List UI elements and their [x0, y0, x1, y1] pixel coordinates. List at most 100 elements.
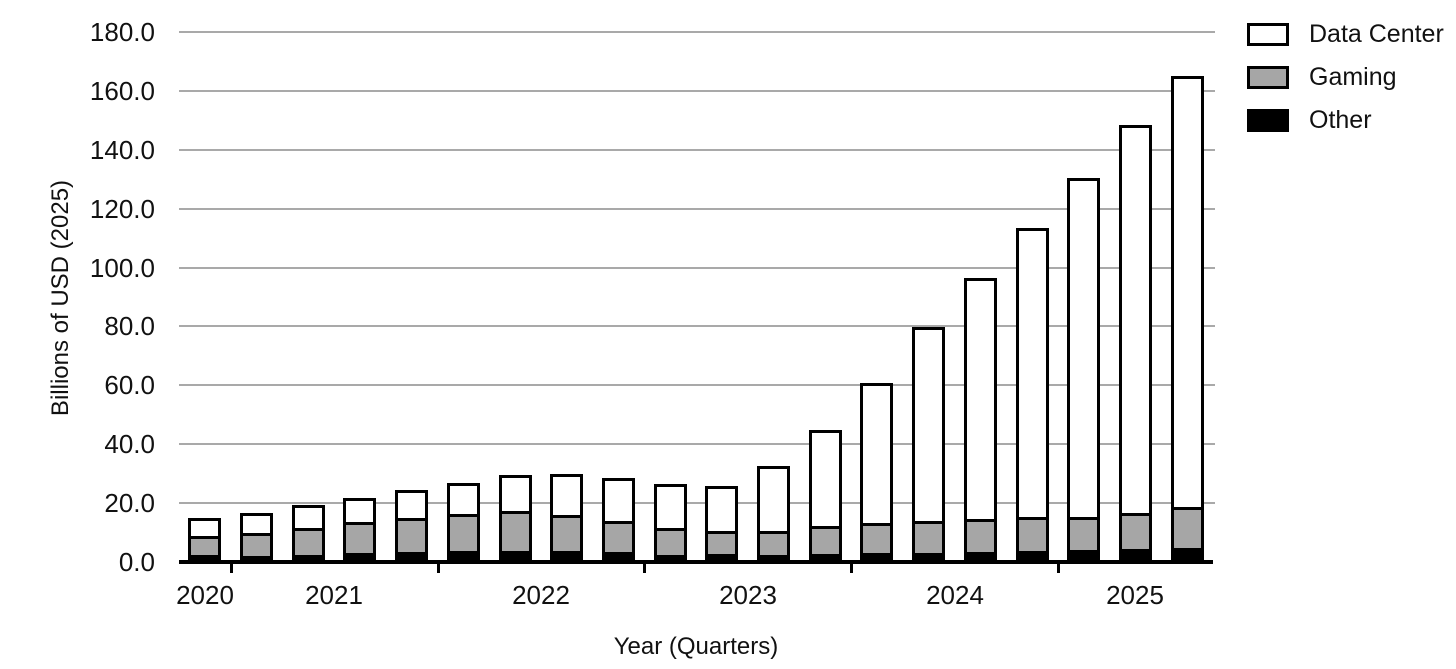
bar-2022-q2	[499, 475, 532, 562]
bar-segment-data-center	[602, 477, 635, 524]
bar-segment-data-center	[912, 327, 945, 524]
legend-label-gaming: Gaming	[1309, 63, 1397, 91]
x-tick-label-2024: 2024	[926, 580, 984, 610]
bar-2024-q4	[1016, 228, 1049, 562]
bar-segment-gaming	[1119, 512, 1152, 553]
bar-segment-other	[550, 551, 583, 562]
x-axis-line	[179, 560, 1213, 564]
year-tick-2025	[1057, 564, 1060, 573]
bar-segment-other	[809, 554, 842, 562]
bar-segment-gaming	[395, 517, 428, 555]
bar-segment-data-center	[240, 512, 273, 536]
x-tick-label-2023: 2023	[719, 580, 777, 610]
y-tick-label-100: 100.0	[89, 253, 155, 283]
bar-segment-gaming	[860, 522, 893, 557]
bar-segment-other	[964, 552, 997, 562]
bar-segment-other	[602, 552, 635, 562]
bar-segment-data-center	[964, 278, 997, 523]
legend-swatch-data-center	[1247, 23, 1289, 46]
bar-segment-other	[188, 555, 221, 562]
year-tick-2021	[230, 564, 233, 573]
bar-segment-other	[757, 554, 790, 562]
legend-label-data-center: Data Center	[1309, 20, 1444, 48]
bar-segment-data-center	[550, 474, 583, 518]
legend-item-data-center: Data Center	[1247, 20, 1444, 49]
y-tick-label-120: 120.0	[89, 194, 155, 224]
bar-2021-q2	[292, 505, 325, 562]
y-tick-label-60: 60.0	[104, 370, 155, 400]
bar-segment-data-center	[1171, 75, 1204, 511]
gridline-120	[179, 208, 1215, 210]
bar-2020-q4	[188, 518, 221, 562]
bar-2022-q4	[602, 477, 635, 562]
bar-segment-gaming	[912, 520, 945, 556]
bar-segment-other	[292, 554, 325, 562]
bar-segment-gaming	[188, 535, 221, 559]
bar-segment-other	[499, 550, 532, 562]
bar-2022-q3	[550, 474, 583, 562]
legend-swatch-other	[1247, 109, 1289, 132]
bar-segment-gaming	[1171, 507, 1204, 551]
bar-2022-q1	[447, 482, 480, 562]
gridline-100	[179, 267, 1215, 269]
bar-2024-q1	[860, 382, 893, 562]
bar-segment-gaming	[1067, 516, 1100, 554]
bar-segment-data-center	[499, 475, 532, 515]
y-tick-label-40: 40.0	[104, 429, 155, 459]
bar-segment-data-center	[1067, 177, 1100, 520]
bar-2023-q3	[757, 465, 790, 562]
bar-2021-q4	[395, 490, 428, 562]
bar-segment-other	[240, 555, 273, 562]
year-tick-2023	[643, 564, 646, 573]
bar-segment-data-center	[1119, 124, 1152, 516]
y-tick-label-160: 160.0	[89, 76, 155, 106]
bar-segment-gaming	[1016, 516, 1049, 555]
bar-segment-other	[447, 550, 480, 562]
bar-segment-other	[705, 554, 738, 562]
bar-segment-gaming	[447, 514, 480, 554]
bar-segment-gaming	[964, 519, 997, 556]
legend-label-other: Other	[1309, 106, 1372, 134]
bar-segment-data-center	[447, 482, 480, 517]
bar-segment-gaming	[654, 527, 687, 558]
gridline-20	[179, 502, 1215, 504]
legend-item-gaming: Gaming	[1247, 63, 1444, 92]
bar-segment-data-center	[292, 505, 325, 531]
y-tick-label-180: 180.0	[89, 17, 155, 47]
bar-segment-gaming	[240, 532, 273, 559]
bar-segment-other	[1016, 551, 1049, 562]
bar-segment-gaming	[550, 514, 583, 555]
y-tick-label-20: 20.0	[104, 488, 155, 518]
bar-2025-q2	[1119, 124, 1152, 562]
bar-segment-other	[860, 553, 893, 562]
bar-segment-data-center	[654, 483, 687, 531]
year-tick-2024	[850, 564, 853, 573]
legend-swatch-gaming	[1247, 66, 1289, 89]
bar-segment-other	[1067, 550, 1100, 562]
y-tick-label-80: 80.0	[104, 311, 155, 341]
bar-2025-q3	[1171, 75, 1204, 562]
legend-item-other: Other	[1247, 106, 1444, 135]
bar-2021-q3	[343, 497, 376, 562]
bar-segment-other	[1119, 549, 1152, 562]
bar-segment-other	[343, 552, 376, 562]
legend: Data Center Gaming Other	[1247, 20, 1444, 149]
bar-segment-gaming	[499, 511, 532, 554]
bar-2023-q2	[705, 485, 738, 562]
gridline-80	[179, 325, 1215, 327]
bar-segment-other	[1171, 547, 1204, 562]
bar-segment-data-center	[343, 497, 376, 525]
bar-segment-other	[395, 551, 428, 562]
bar-segment-gaming	[757, 530, 790, 558]
gridline-180	[179, 31, 1215, 33]
x-axis-title: Year (Quarters)	[613, 633, 779, 660]
bar-segment-data-center	[188, 518, 221, 539]
bar-2023-q4	[809, 430, 842, 562]
bar-2021-q1	[240, 512, 273, 562]
y-axis-title: Billions of USD (2025)	[47, 179, 74, 417]
bar-segment-other	[654, 554, 687, 563]
bar-segment-gaming	[809, 526, 842, 557]
bar-segment-gaming	[705, 531, 738, 557]
bar-2025-q1	[1067, 177, 1100, 562]
